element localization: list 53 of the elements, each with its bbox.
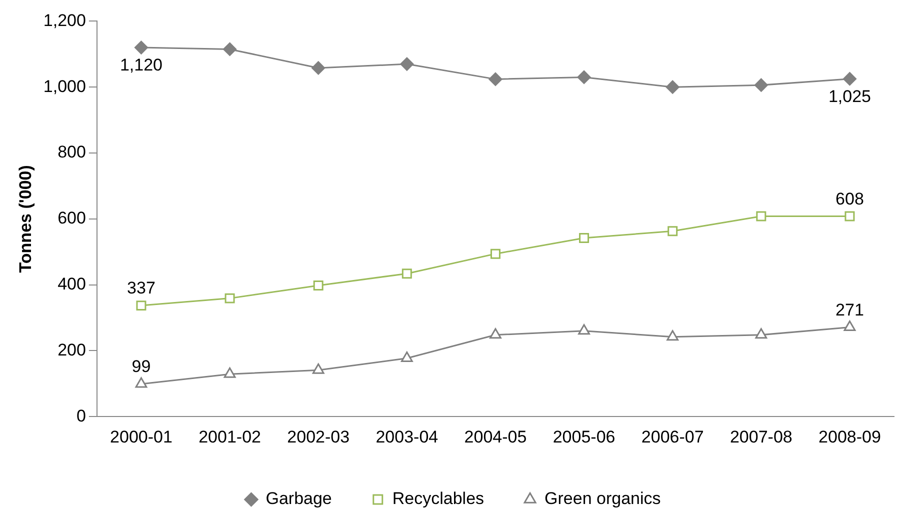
point xyxy=(224,367,236,378)
y-tick-label: 400 xyxy=(58,274,86,294)
point xyxy=(312,61,326,75)
data-label: 99 xyxy=(132,357,151,376)
point xyxy=(756,211,766,222)
point xyxy=(842,72,856,86)
y-tick-label: 800 xyxy=(58,142,86,162)
y-tick-label: 1,000 xyxy=(43,76,86,96)
data-label: 271 xyxy=(836,300,864,320)
x-tick-label: 2004-05 xyxy=(464,427,527,446)
point xyxy=(135,377,148,388)
x-tick-label: 2000-01 xyxy=(110,427,172,446)
x-tick-label: 2005-06 xyxy=(552,427,616,446)
y-tick-label: 600 xyxy=(58,208,86,228)
y-axis-title: Tonnes ('000) xyxy=(16,165,35,273)
x-tick-label: 2006-07 xyxy=(641,427,704,446)
point xyxy=(402,268,412,279)
point xyxy=(754,78,768,92)
y-tick-label: 0 xyxy=(76,406,86,426)
point xyxy=(400,57,414,71)
x-tick-label: 2001-02 xyxy=(198,427,261,446)
point xyxy=(224,293,235,304)
y-tick-label: 1,200 xyxy=(43,10,86,30)
legend-label: Recyclables xyxy=(392,489,484,508)
point xyxy=(844,320,856,332)
legend-label: Green organics xyxy=(544,489,661,508)
x-tick-label: 2007-08 xyxy=(730,427,792,446)
point xyxy=(313,280,324,290)
point xyxy=(577,70,591,84)
point xyxy=(488,72,502,86)
point xyxy=(400,352,413,362)
data-label: 608 xyxy=(836,189,864,208)
point xyxy=(666,330,679,341)
x-tick-label: 2002-03 xyxy=(287,427,350,446)
point xyxy=(755,328,768,339)
point xyxy=(490,248,500,259)
point xyxy=(134,40,148,54)
data-label: 1,120 xyxy=(120,56,162,75)
legend-label: Garbage xyxy=(266,489,332,508)
x-tick-label: 2003-04 xyxy=(376,427,438,446)
point xyxy=(578,324,590,335)
data-label: 1,025 xyxy=(828,87,871,106)
y-tick-label: 200 xyxy=(58,340,86,360)
point xyxy=(312,363,324,374)
point xyxy=(490,328,502,339)
point xyxy=(223,42,237,56)
point xyxy=(136,300,146,311)
x-tick-label: 2008-09 xyxy=(818,427,881,446)
point xyxy=(668,226,678,236)
data-label: 337 xyxy=(127,278,156,298)
point xyxy=(579,233,590,244)
point xyxy=(844,211,855,222)
point xyxy=(666,80,680,94)
